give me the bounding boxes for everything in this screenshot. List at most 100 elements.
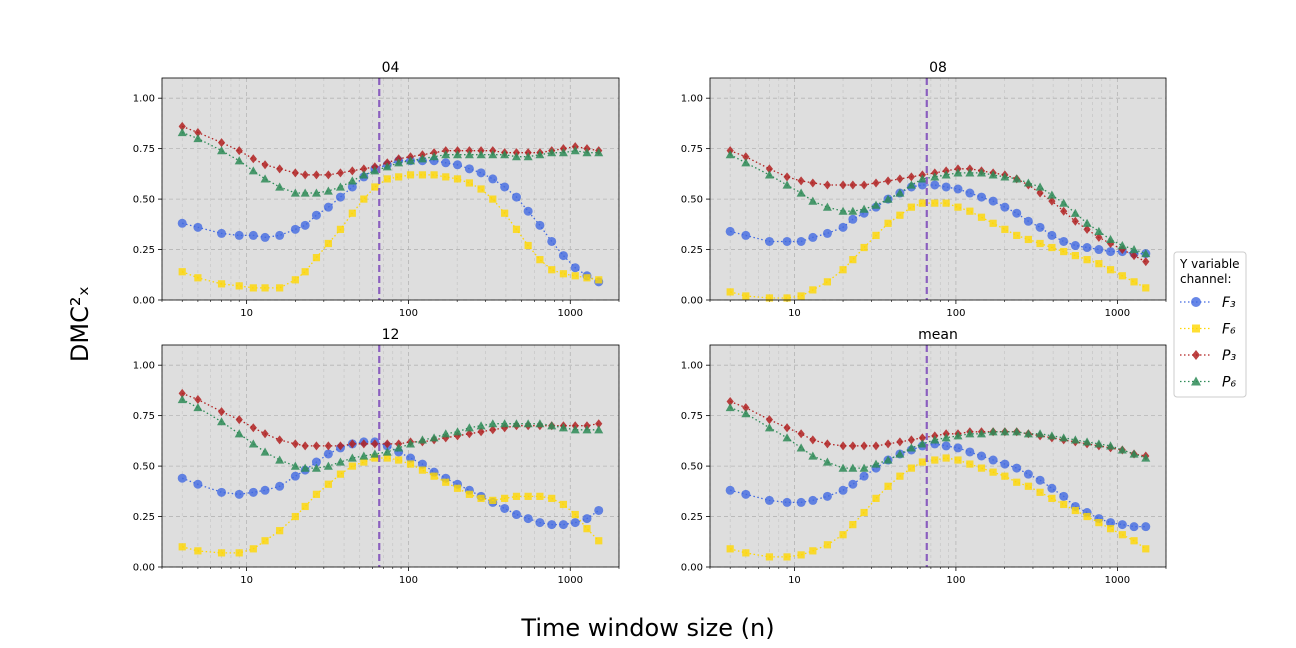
point-F6 bbox=[501, 209, 509, 217]
point-F6 bbox=[261, 284, 269, 292]
point-F6 bbox=[1106, 525, 1115, 533]
point-P6 bbox=[359, 170, 369, 179]
point-F3 bbox=[535, 518, 545, 528]
point-P6 bbox=[1023, 429, 1033, 438]
point-F3 bbox=[838, 485, 848, 495]
point-F3 bbox=[782, 236, 792, 246]
point-F6 bbox=[501, 494, 509, 502]
point-F3 bbox=[1082, 243, 1092, 253]
point-P6 bbox=[275, 182, 285, 191]
point-F6 bbox=[383, 175, 391, 183]
point-F6 bbox=[512, 225, 521, 233]
point-F6 bbox=[849, 521, 857, 529]
point-F3 bbox=[1129, 522, 1139, 532]
point-P6 bbox=[838, 463, 848, 472]
x-tick-label: 1000 bbox=[1105, 575, 1130, 586]
point-F6 bbox=[571, 272, 579, 280]
point-P3 bbox=[276, 435, 284, 445]
point-F6 bbox=[1095, 519, 1103, 527]
point-P6 bbox=[782, 433, 792, 442]
point-F6 bbox=[1024, 482, 1032, 490]
point-P6 bbox=[323, 461, 333, 470]
point-P6 bbox=[441, 150, 451, 159]
point-P6 bbox=[488, 419, 498, 428]
point-P6 bbox=[275, 455, 285, 464]
point-P6 bbox=[822, 202, 832, 211]
point-F3 bbox=[177, 218, 187, 228]
point-P3 bbox=[261, 429, 269, 439]
point-F3 bbox=[488, 174, 498, 184]
point-P6 bbox=[394, 443, 404, 452]
point-F6 bbox=[1001, 225, 1009, 233]
point-P3 bbox=[860, 180, 868, 190]
point-P6 bbox=[1070, 435, 1080, 444]
x-tick-label: 10 bbox=[240, 575, 253, 586]
point-F3 bbox=[441, 158, 451, 168]
point-P3 bbox=[178, 388, 186, 398]
point-P6 bbox=[741, 409, 751, 418]
point-P6 bbox=[859, 204, 869, 213]
point-F3 bbox=[838, 222, 848, 232]
point-P6 bbox=[1129, 245, 1139, 254]
point-F3 bbox=[323, 202, 333, 212]
point-P6 bbox=[406, 156, 416, 165]
legend-marker-P3 bbox=[1192, 350, 1200, 360]
point-P6 bbox=[370, 449, 380, 458]
point-F6 bbox=[966, 460, 974, 468]
point-F6 bbox=[418, 466, 427, 474]
point-P6 bbox=[570, 146, 580, 155]
point-P6 bbox=[1000, 172, 1010, 181]
point-F6 bbox=[406, 171, 415, 179]
point-F3 bbox=[1012, 208, 1022, 218]
point-F3 bbox=[217, 487, 227, 497]
point-P3 bbox=[217, 407, 226, 417]
point-F3 bbox=[511, 510, 521, 520]
point-F6 bbox=[809, 286, 817, 294]
point-F6 bbox=[261, 537, 269, 545]
point-F6 bbox=[348, 462, 356, 470]
y-tick-label: 0.50 bbox=[133, 195, 155, 206]
point-F3 bbox=[464, 164, 474, 174]
point-P6 bbox=[1094, 226, 1104, 235]
legend-label-F6: F₆ bbox=[1222, 322, 1236, 338]
point-P6 bbox=[764, 170, 774, 179]
point-P3 bbox=[823, 439, 831, 449]
point-F6 bbox=[360, 195, 368, 203]
point-P6 bbox=[453, 150, 463, 159]
point-F6 bbox=[918, 458, 926, 466]
point-F6 bbox=[989, 219, 997, 227]
point-P6 bbox=[741, 158, 751, 167]
legend-title-line2: channel: bbox=[1180, 272, 1232, 286]
point-F6 bbox=[465, 179, 473, 187]
point-P6 bbox=[500, 150, 510, 159]
point-P6 bbox=[917, 174, 927, 183]
point-P6 bbox=[1082, 218, 1092, 227]
point-P3 bbox=[896, 174, 904, 184]
y-tick-label: 0.75 bbox=[681, 411, 703, 422]
y-tick-label: 0.50 bbox=[681, 462, 703, 473]
point-F6 bbox=[559, 270, 568, 278]
point-F3 bbox=[323, 449, 333, 459]
legend-marker-F3 bbox=[1191, 297, 1201, 307]
point-P6 bbox=[193, 134, 203, 143]
point-P6 bbox=[464, 423, 474, 432]
legend-label-P6: P₆ bbox=[1222, 375, 1236, 391]
point-F3 bbox=[260, 232, 270, 242]
point-P6 bbox=[1117, 241, 1127, 250]
point-P6 bbox=[523, 152, 533, 161]
point-P6 bbox=[883, 194, 893, 203]
point-P3 bbox=[336, 168, 345, 178]
point-P6 bbox=[582, 425, 592, 434]
point-F3 bbox=[848, 214, 858, 224]
point-F3 bbox=[741, 230, 751, 240]
point-P3 bbox=[291, 439, 299, 449]
y-tick-label: 0.25 bbox=[133, 512, 155, 523]
point-P3 bbox=[595, 419, 603, 429]
point-F6 bbox=[823, 541, 831, 549]
point-F6 bbox=[536, 256, 544, 264]
point-P3 bbox=[1106, 238, 1115, 248]
point-F6 bbox=[442, 478, 450, 486]
point-F6 bbox=[348, 209, 356, 217]
point-P6 bbox=[217, 417, 227, 426]
